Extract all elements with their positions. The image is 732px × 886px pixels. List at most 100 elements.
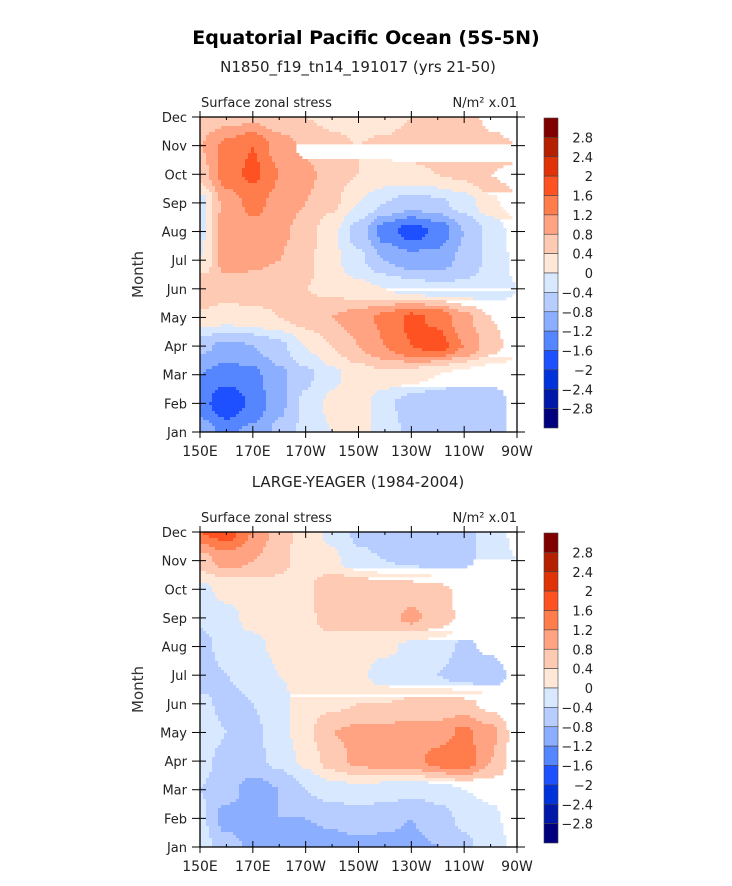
contour-cell (308, 198, 342, 202)
contour-cell (200, 423, 213, 427)
contour-cell (338, 234, 351, 238)
contour-cell (200, 709, 216, 713)
contour-cell (203, 628, 246, 632)
contour-cell (242, 393, 267, 397)
contour-cell (476, 327, 498, 331)
contour-cell (401, 396, 507, 400)
contour-cell (326, 213, 348, 217)
contour-cell (329, 342, 357, 346)
contour-cell (341, 222, 354, 226)
contour-cell (365, 195, 399, 199)
contour-cell (344, 327, 378, 331)
contour-cell (296, 216, 324, 220)
contour-cell (293, 742, 318, 746)
contour-cell (206, 195, 213, 199)
y-tick-label: Jan (166, 426, 187, 441)
contour-cell (209, 165, 219, 169)
contour-cell (317, 225, 342, 229)
contour-cell (479, 357, 513, 361)
colorbar-label: 0.8 (572, 228, 593, 243)
contour-cell (305, 787, 462, 791)
contour-cell (422, 616, 456, 620)
contour-cell (200, 249, 204, 253)
contour-cell (212, 198, 219, 202)
contour-cell (221, 270, 249, 274)
contour-cell (200, 285, 309, 289)
contour-cell (449, 237, 462, 241)
contour-cell (218, 246, 285, 250)
contour-cell (482, 240, 507, 244)
contour-cell (422, 613, 456, 617)
contour-cell (482, 246, 507, 250)
contour-cell (248, 180, 258, 184)
contour-cell (311, 279, 366, 283)
contour-cell (209, 189, 216, 193)
contour-cell (200, 216, 207, 220)
contour-cell (263, 354, 291, 358)
contour-cell (404, 354, 447, 358)
contour-cell (293, 775, 321, 779)
contour-cell (272, 423, 297, 427)
contour-cell (296, 213, 327, 217)
contour-cell (200, 796, 204, 800)
contour-cell (200, 291, 312, 295)
contour-cell (200, 802, 207, 806)
contour-cell (212, 216, 219, 220)
contour-cell (290, 556, 342, 560)
contour-cell (452, 655, 495, 659)
contour-cell (239, 411, 264, 415)
contour-cell (338, 351, 366, 355)
contour-cell (272, 658, 378, 662)
contour-cell (353, 222, 372, 226)
contour-cell (239, 616, 318, 620)
contour-cell (473, 733, 498, 737)
contour-cell (371, 243, 393, 247)
contour-cell (278, 808, 450, 812)
x-tick-label: 170E (235, 859, 271, 875)
colorbar-swatch (543, 175, 559, 196)
contour-cell (287, 387, 309, 391)
contour-cell (455, 255, 483, 259)
contour-cell (200, 225, 207, 229)
contour-cell (254, 150, 270, 154)
contour-cell (200, 649, 213, 653)
contour-cell (455, 649, 480, 653)
contour-cell (218, 718, 261, 722)
contour-cell (482, 255, 510, 259)
contour-cell (203, 240, 213, 244)
contour-cell (476, 553, 513, 557)
contour-cell (269, 763, 300, 767)
contour-cell (257, 420, 276, 424)
contour-cell (347, 213, 369, 217)
contour-cell (278, 793, 312, 797)
contour-cell (347, 183, 474, 187)
contour-cell (206, 814, 219, 818)
panel-title: LARGE-YEAGER (1984-2004) (252, 473, 465, 491)
contour-cell (272, 360, 297, 364)
colorbar-swatch (543, 571, 559, 592)
contour-cell (200, 333, 213, 337)
contour-cell (377, 658, 450, 662)
contour-cell (218, 814, 279, 818)
contour-cell (371, 396, 402, 400)
contour-cell (287, 240, 318, 244)
contour-cell (347, 309, 396, 313)
contour-cell (200, 354, 264, 358)
contour-cell (323, 405, 372, 409)
contour-cell (200, 171, 210, 175)
contour-cell (218, 219, 294, 223)
contour-cell (317, 622, 411, 626)
colorbar-swatch (543, 707, 559, 728)
x-tick-label: 170W (285, 444, 326, 460)
contour-cell (476, 760, 492, 764)
contour-cell (365, 351, 396, 355)
contour-cell (350, 234, 369, 238)
contour-cell (221, 742, 264, 746)
contour-cell (200, 685, 237, 689)
contour-cell (200, 396, 213, 400)
contour-cell (206, 153, 219, 157)
contour-cell (200, 712, 216, 716)
contour-cell (326, 363, 366, 367)
contour-cell (269, 141, 297, 145)
